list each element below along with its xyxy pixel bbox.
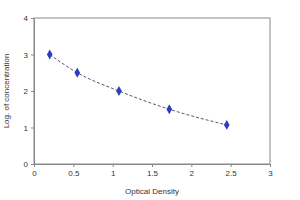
y-axis-title: Log. of concentration xyxy=(2,54,11,129)
tick-label: 3 xyxy=(268,169,273,178)
marker xyxy=(166,104,172,114)
tick: 4 xyxy=(24,14,34,23)
tick: 1.5 xyxy=(147,164,159,178)
chart: 0 0.5 1 1.5 2 2.5 3 0 1 2 3 4 Optical Density Log. of… xyxy=(0,0,300,200)
tick-label: 2.5 xyxy=(226,169,238,178)
marker xyxy=(74,68,80,78)
marks xyxy=(47,50,230,130)
tick-label: 4 xyxy=(24,14,29,23)
tick-mark xyxy=(270,164,271,167)
plot: 0 0.5 1 1.5 2 2.5 3 0 1 2 3 4 xyxy=(24,14,274,178)
tick-mark xyxy=(31,91,34,92)
tick: 2 xyxy=(24,87,34,96)
tick-label: 0 xyxy=(32,169,37,178)
tick: 0.5 xyxy=(68,164,80,178)
tick-mark xyxy=(31,128,34,129)
x-axis-title: Optical Density xyxy=(125,187,179,196)
tick-mark xyxy=(231,164,232,167)
tick: 2 xyxy=(190,164,195,178)
plot-frame xyxy=(34,18,270,164)
tick-label: 0 xyxy=(24,160,29,169)
tick-mark xyxy=(31,164,34,165)
tick-label: 3 xyxy=(24,51,29,60)
tick-mark xyxy=(113,164,114,167)
tick: 1 xyxy=(24,124,34,133)
tick-mark xyxy=(31,55,34,56)
tick-mark xyxy=(31,18,34,19)
tick-mark xyxy=(73,164,74,167)
tick-label: 1 xyxy=(24,124,29,133)
tick: 0 xyxy=(24,160,34,169)
tick: 1 xyxy=(111,164,116,178)
tick-mark xyxy=(152,164,153,167)
marker xyxy=(116,86,122,96)
tick: 2.5 xyxy=(226,164,238,178)
tick: 3 xyxy=(268,164,273,178)
tick-label: 2 xyxy=(24,87,29,96)
y-axis: 0 1 2 3 4 xyxy=(24,14,35,169)
tick-label: 2 xyxy=(190,169,195,178)
line xyxy=(50,55,227,125)
tick-mark xyxy=(191,164,192,167)
tick-label: 1.5 xyxy=(147,169,159,178)
x-axis: 0 0.5 1 1.5 2 2.5 3 xyxy=(32,164,273,178)
marker xyxy=(47,50,53,60)
marker xyxy=(224,120,230,130)
tick: 3 xyxy=(24,51,34,60)
axis-line xyxy=(34,19,35,165)
tick-label: 1 xyxy=(111,169,116,178)
tick: 0 xyxy=(32,164,37,178)
tick-label: 0.5 xyxy=(68,169,80,178)
